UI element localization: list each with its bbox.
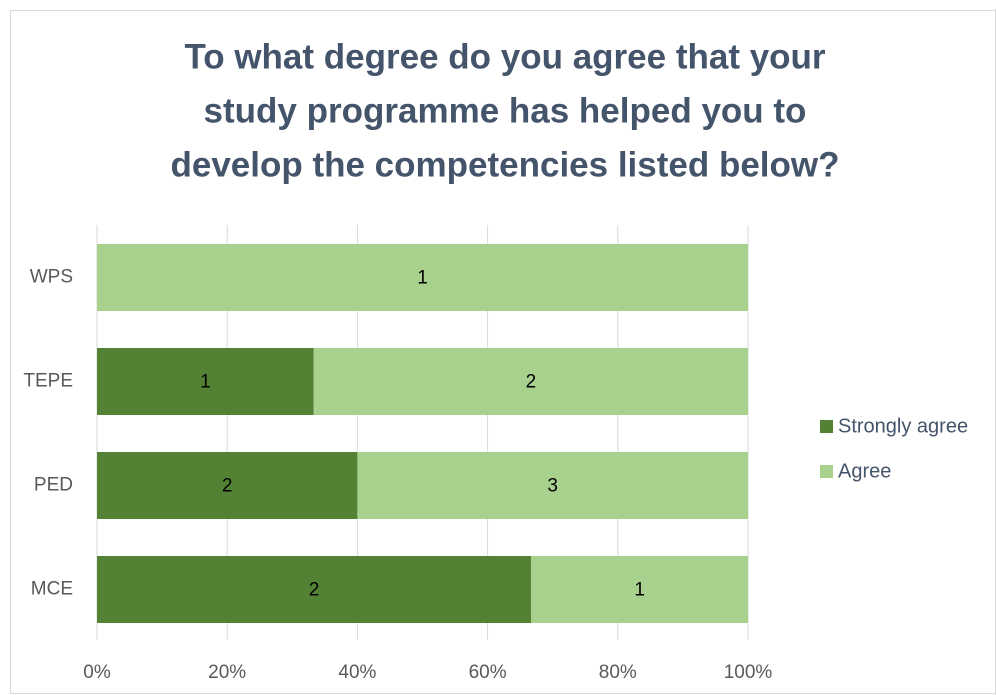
x-tick-label: 40%: [338, 662, 376, 683]
data-label: 2: [222, 476, 233, 497]
bar-segment: [531, 556, 748, 623]
data-label: 1: [200, 372, 211, 393]
bar-segment: [357, 452, 748, 519]
bar-segment: [313, 348, 748, 415]
legend-label: Agree: [838, 460, 891, 482]
x-tick-label: 0%: [83, 662, 111, 683]
data-label: 2: [526, 372, 537, 393]
y-tick-label: TEPE: [23, 371, 73, 392]
bar-segment: [97, 348, 314, 415]
x-tick-label: 100%: [724, 662, 773, 683]
x-tick-label: 20%: [208, 662, 246, 683]
legend-label: Strongly agree: [838, 415, 968, 437]
bar-segment: [97, 452, 358, 519]
y-tick-label: MCE: [31, 579, 73, 600]
y-tick-label: PED: [34, 475, 73, 496]
chart-title: study programme has helped you to: [204, 91, 807, 130]
y-tick-label: WPS: [30, 267, 73, 288]
chart-title: develop the competencies listed below?: [170, 145, 839, 184]
data-label: 1: [634, 580, 645, 601]
legend-swatch: [820, 420, 833, 433]
bar-segment: [97, 556, 532, 623]
x-tick-label: 80%: [599, 662, 637, 683]
data-label: 2: [309, 580, 320, 601]
data-label: 3: [547, 476, 558, 497]
bar-segment: [97, 244, 748, 311]
data-label: 1: [417, 268, 428, 289]
legend-swatch: [820, 465, 833, 478]
chart-title: To what degree do you agree that your: [184, 37, 825, 76]
x-tick-label: 60%: [469, 662, 507, 683]
